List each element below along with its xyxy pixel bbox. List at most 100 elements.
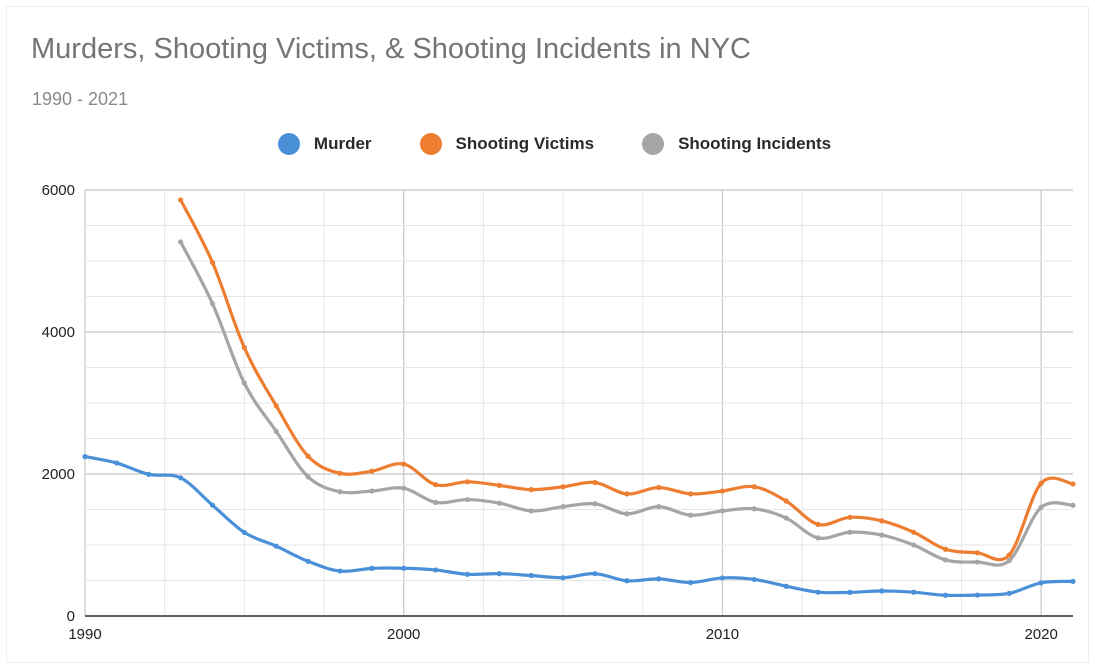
- data-point-murder: [656, 576, 662, 582]
- data-point-shooting-victims: [1070, 481, 1076, 487]
- x-tick-label: 1990: [68, 626, 101, 643]
- data-point-murder: [1038, 580, 1044, 586]
- legend-swatch-murder: [277, 133, 300, 155]
- data-point-shooting-victims: [815, 521, 821, 528]
- data-point-murder: [337, 568, 343, 574]
- legend-label-shooting-victims: Shooting Victims: [455, 134, 595, 153]
- data-point-shooting-incidents: [1038, 504, 1044, 510]
- data-point-shooting-victims: [464, 479, 471, 485]
- data-point-murder: [560, 575, 566, 581]
- data-point-murder: [942, 592, 949, 598]
- data-point-shooting-victims: [273, 403, 279, 409]
- data-point-murder: [146, 471, 152, 477]
- legend-item-shooting-victims[interactable]: Shooting Victims: [419, 133, 595, 155]
- data-point-shooting-victims: [656, 484, 662, 491]
- data-point-murder: [369, 565, 375, 571]
- data-point-shooting-incidents: [656, 504, 662, 510]
- data-point-shooting-incidents: [783, 515, 789, 521]
- data-point-shooting-incidents: [241, 380, 247, 386]
- x-tick-label: 2020: [1024, 626, 1057, 643]
- legend-swatch-shooting-incidents: [642, 133, 665, 155]
- data-point-murder: [1070, 578, 1076, 584]
- data-point-shooting-incidents: [879, 532, 885, 538]
- data-point-murder: [1006, 590, 1012, 596]
- data-point-shooting-victims: [560, 484, 566, 490]
- data-point-shooting-victims: [401, 461, 407, 467]
- data-point-shooting-victims: [719, 488, 726, 494]
- data-point-shooting-victims: [624, 491, 630, 497]
- data-point-shooting-victims: [847, 514, 853, 520]
- legend-item-murder[interactable]: Murder: [277, 133, 372, 155]
- data-point-shooting-incidents: [178, 239, 184, 245]
- data-point-shooting-victims: [942, 546, 949, 552]
- data-point-shooting-victims: [178, 197, 184, 203]
- data-point-murder: [432, 567, 439, 573]
- data-point-shooting-incidents: [624, 511, 630, 517]
- data-point-murder: [114, 460, 120, 466]
- data-point-shooting-victims: [911, 529, 917, 535]
- data-point-murder: [496, 571, 502, 577]
- chart-legend: Murder Shooting Victims Shooting Inciden…: [7, 133, 1090, 155]
- y-tick-label: 6000: [42, 182, 75, 199]
- data-point-shooting-victims: [783, 498, 789, 504]
- data-point-shooting-victims: [305, 453, 311, 459]
- chart-title: Murders, Shooting Victims, & Shooting In…: [31, 33, 751, 65]
- series-line-murder: [83, 455, 1075, 598]
- x-tick-label: 2010: [706, 626, 739, 643]
- data-point-murder: [719, 575, 726, 581]
- data-point-shooting-victims: [241, 345, 247, 351]
- data-point-shooting-incidents: [911, 542, 917, 548]
- line-chart-plot: 0 2000 4000 6000 1990 2000 2010 2020: [42, 182, 1076, 643]
- data-point-murder: [273, 543, 279, 549]
- data-point-shooting-victims: [432, 482, 439, 488]
- data-point-shooting-incidents: [369, 488, 375, 494]
- y-tick-label: 0: [67, 608, 75, 625]
- data-point-shooting-incidents: [1006, 558, 1012, 564]
- data-point-shooting-incidents: [974, 559, 980, 565]
- data-point-shooting-victims: [1038, 480, 1044, 486]
- data-point-shooting-victims: [369, 468, 375, 474]
- data-point-murder: [592, 571, 598, 577]
- y-tick-label: 2000: [42, 466, 75, 483]
- data-point-shooting-victims: [528, 487, 534, 493]
- data-point-shooting-victims: [751, 484, 757, 490]
- data-point-shooting-victims: [592, 479, 598, 486]
- data-point-shooting-incidents: [401, 485, 407, 491]
- data-point-shooting-victims: [879, 518, 885, 524]
- data-point-murder: [847, 589, 853, 595]
- legend-label-shooting-incidents: Shooting Incidents: [678, 134, 832, 153]
- legend-item-shooting-incidents[interactable]: Shooting Incidents: [642, 133, 831, 155]
- data-point-murder: [751, 576, 757, 583]
- data-point-shooting-incidents: [815, 535, 821, 541]
- legend-swatch-shooting-victims: [419, 133, 442, 155]
- chart-card: Murders, Shooting Victims, & Shooting In…: [6, 6, 1089, 663]
- data-point-murder: [783, 583, 789, 589]
- data-point-murder: [241, 529, 247, 536]
- legend-label-murder: Murder: [313, 134, 372, 153]
- data-point-murder: [209, 502, 216, 508]
- chart-subtitle: 1990 - 2021: [32, 89, 129, 109]
- data-point-shooting-victims: [1006, 552, 1012, 558]
- data-point-shooting-incidents: [273, 428, 279, 434]
- data-point-shooting-incidents: [719, 508, 726, 514]
- data-point-shooting-incidents: [528, 508, 534, 514]
- data-point-murder: [911, 589, 917, 595]
- data-point-shooting-incidents: [751, 506, 757, 512]
- data-point-shooting-incidents: [942, 557, 949, 563]
- data-point-shooting-incidents: [305, 474, 311, 480]
- data-point-murder: [624, 578, 630, 584]
- data-point-shooting-incidents: [464, 496, 471, 503]
- data-point-murder: [879, 588, 885, 594]
- data-point-murder: [815, 589, 821, 595]
- data-point-shooting-victims: [337, 470, 343, 476]
- data-point-murder: [687, 579, 694, 586]
- data-point-shooting-victims: [974, 550, 980, 556]
- grid: [84, 189, 1073, 617]
- data-point-murder: [528, 572, 534, 579]
- data-point-shooting-incidents: [592, 501, 598, 507]
- y-tick-label: 4000: [42, 324, 75, 341]
- data-point-murder: [82, 454, 88, 460]
- data-point-shooting-victims: [209, 259, 216, 266]
- data-point-shooting-incidents: [496, 500, 502, 506]
- data-point-murder: [178, 475, 184, 481]
